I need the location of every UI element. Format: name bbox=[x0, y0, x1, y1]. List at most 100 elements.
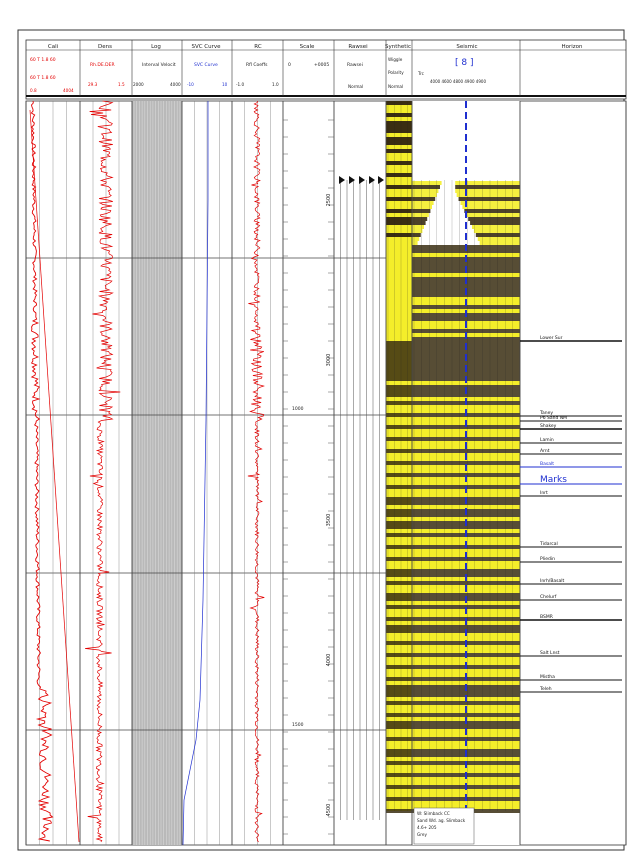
seismic-band bbox=[386, 573, 520, 577]
seismic-band bbox=[386, 345, 520, 349]
synthetic-band bbox=[386, 205, 412, 209]
seismic-band bbox=[386, 357, 520, 361]
seismic-band bbox=[462, 205, 520, 209]
horizon-label: Mistha bbox=[540, 674, 555, 680]
synthetic-band bbox=[386, 133, 412, 137]
annotation-line-4: Grey bbox=[417, 832, 427, 837]
horizon-label: Arnt bbox=[540, 448, 550, 454]
synthetic-band bbox=[386, 125, 412, 129]
horizon-label: BSMR bbox=[540, 614, 553, 620]
seismic-band bbox=[386, 701, 520, 705]
seismic-band bbox=[386, 737, 520, 741]
seismic-band bbox=[386, 565, 520, 569]
seismic-band bbox=[412, 261, 520, 265]
svc-curve bbox=[182, 101, 209, 846]
annotation-line-1: W: Slimback CC bbox=[417, 811, 450, 816]
seismic-band bbox=[412, 237, 420, 241]
synthetic-band bbox=[386, 173, 412, 177]
seismic-band bbox=[386, 401, 520, 405]
seismic-band bbox=[412, 241, 418, 245]
seismic-band bbox=[386, 601, 520, 605]
seismic-band bbox=[386, 353, 520, 357]
header-title-rawsei: Rawsei bbox=[348, 44, 368, 50]
hdr-rawsei: Rawsei bbox=[347, 62, 363, 68]
header-title-svc: SVC Curve bbox=[191, 44, 221, 50]
seismic-band bbox=[412, 221, 426, 225]
synthetic-band bbox=[386, 157, 412, 161]
synthetic-band bbox=[386, 237, 412, 241]
tracks: 2500 3000 3500 4000 4500 1000 1500 Lower Sur Ta… bbox=[25, 100, 627, 846]
seismic-band bbox=[412, 229, 423, 233]
synthetic-band bbox=[386, 197, 412, 201]
synthetic-band bbox=[386, 213, 412, 217]
synthetic-band bbox=[386, 233, 412, 237]
hdr-cali-val2: 4004 bbox=[63, 88, 74, 93]
header-title-log: Log bbox=[151, 44, 161, 50]
seismic-band bbox=[386, 589, 520, 593]
hdr-scale-left: 0 bbox=[288, 62, 291, 68]
seismic-band bbox=[386, 677, 520, 681]
seismic-band bbox=[412, 213, 429, 217]
synthetic-band bbox=[386, 229, 412, 233]
synthetic-band bbox=[386, 193, 412, 197]
synthetic-band bbox=[386, 169, 412, 173]
seismic-band bbox=[386, 733, 520, 737]
synthetic-band bbox=[386, 189, 412, 193]
seismic-band bbox=[386, 489, 520, 493]
seismic-band bbox=[412, 225, 424, 229]
synthetic-band bbox=[386, 181, 412, 185]
seismic-band bbox=[386, 609, 520, 613]
seismic-band bbox=[386, 613, 520, 617]
seismic-band bbox=[386, 761, 520, 765]
seismic-band bbox=[386, 689, 520, 693]
seismic-band bbox=[386, 517, 520, 521]
seismic-band bbox=[458, 197, 520, 201]
seismic-band bbox=[386, 385, 520, 389]
seismic-band bbox=[386, 765, 520, 769]
seismic-band bbox=[460, 201, 520, 205]
seismic-band bbox=[412, 273, 520, 277]
seismic-band bbox=[386, 405, 520, 409]
hdr-cali-top: 60 T 1.8 60 bbox=[30, 57, 56, 63]
seismic-band bbox=[386, 429, 520, 433]
seismic-band bbox=[386, 365, 520, 369]
scale-time-label: 3500 bbox=[326, 514, 332, 527]
synthetic-band bbox=[386, 137, 412, 141]
seismic-band bbox=[386, 781, 520, 785]
seismic-band bbox=[386, 629, 520, 633]
seismic-band bbox=[386, 497, 520, 501]
seismic-band bbox=[386, 553, 520, 557]
hdr-dens: Rh.DE.DER bbox=[90, 62, 115, 68]
synthetic-band bbox=[386, 113, 412, 117]
seismic-band bbox=[412, 233, 421, 237]
horizon-label: P6 Sand NM bbox=[540, 415, 567, 421]
seismic-band bbox=[386, 369, 520, 373]
seismic-band bbox=[386, 373, 520, 377]
synthetic-band bbox=[386, 217, 412, 221]
seismic-band bbox=[470, 221, 520, 225]
seismic-band bbox=[412, 205, 432, 209]
seismic-band bbox=[386, 693, 520, 697]
seismic-band bbox=[386, 617, 520, 621]
synthetic-band bbox=[386, 153, 412, 157]
seismic-band bbox=[412, 329, 520, 333]
seismic-band bbox=[386, 673, 520, 677]
synthetic-band bbox=[386, 177, 412, 181]
seismic-band bbox=[412, 193, 437, 197]
seismic-band bbox=[386, 457, 520, 461]
seismic-band bbox=[386, 381, 520, 385]
header-title-synthetic: Synthetic bbox=[385, 44, 411, 50]
seismic-band bbox=[386, 417, 520, 421]
horizon-label: Inrh/Basalt bbox=[540, 578, 565, 584]
hdr-synth-a: Wiggle bbox=[388, 57, 403, 62]
seismic-band bbox=[412, 181, 442, 185]
horizon-label: Taney bbox=[539, 410, 553, 416]
seismic-band bbox=[412, 249, 520, 253]
density-curve bbox=[85, 100, 121, 843]
seismic-band bbox=[386, 669, 520, 673]
scale-time-label: 2500 bbox=[326, 194, 332, 207]
annotation-line-3: 4.6+ 205 bbox=[417, 825, 437, 830]
synthetic-band bbox=[386, 165, 412, 169]
horizon-label: Lower Sur bbox=[540, 335, 563, 341]
